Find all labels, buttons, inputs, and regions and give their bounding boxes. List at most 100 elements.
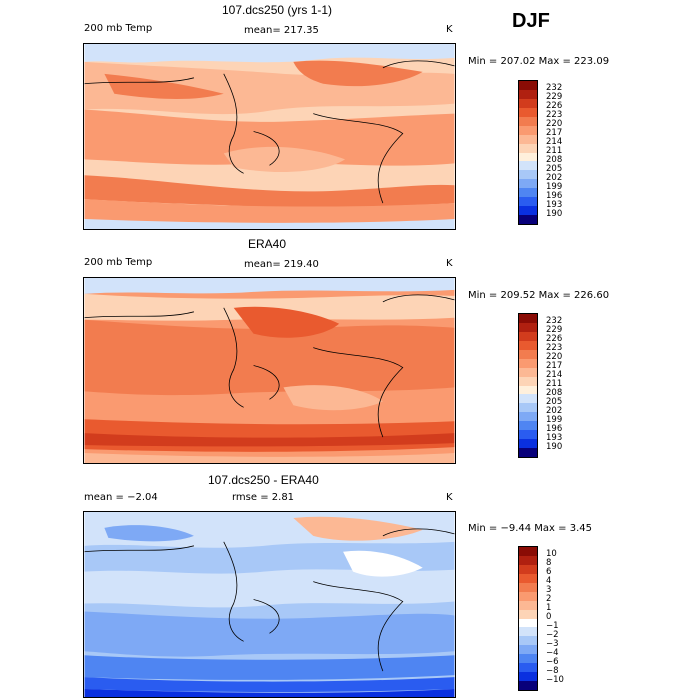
panel-2-tick: 226 (546, 334, 563, 344)
colorbar-segment (519, 206, 537, 216)
colorbar-segment (519, 430, 537, 440)
panel-1-title: 107.dcs250 (yrs 1-1) (222, 3, 333, 17)
colorbar-segment (519, 439, 537, 449)
panel-3-mean: mean = −2.04 (84, 492, 158, 503)
panel-1-tick: 208 (546, 155, 563, 165)
panel-1-colorbar-fill (519, 81, 537, 224)
panel-2-tick: 190 (546, 442, 563, 452)
panel-2-tick: 229 (546, 325, 563, 335)
panel-1-tick: 220 (546, 119, 563, 129)
colorbar-segment (519, 663, 537, 673)
panel-1-tick: 217 (546, 128, 563, 138)
panel-3-title: 107.dcs250 - ERA40 (208, 473, 319, 487)
panel-3-tick: −3 (546, 639, 559, 649)
colorbar-segment (519, 376, 537, 386)
colorbar-segment (519, 107, 537, 117)
colorbar-segment (519, 116, 537, 126)
colorbar-segment (519, 161, 537, 171)
panel-2-tick: 232 (546, 316, 563, 326)
panel-1-tick: 229 (546, 92, 563, 102)
panel-2-tick: 223 (546, 343, 563, 353)
panel-1-tick: 196 (546, 191, 563, 201)
panel-3-tick: 4 (546, 576, 552, 586)
colorbar-segment (519, 89, 537, 99)
panel-2-range: Min = 209.52 Max = 226.60 (468, 290, 610, 301)
panel-2-title: ERA40 (248, 237, 287, 251)
colorbar-segment (519, 197, 537, 207)
panel-3-tick: −10 (546, 675, 564, 685)
colorbar-segment (519, 636, 537, 646)
panel-1-tick: 226 (546, 101, 563, 111)
panel-3-rmse: rmse = 2.81 (232, 492, 295, 503)
colorbar-segment (519, 672, 537, 682)
panel-1-tick: 205 (546, 164, 563, 174)
colorbar-segment (519, 645, 537, 655)
panel-3-tick: −1 (546, 621, 559, 631)
colorbar-segment (519, 98, 537, 108)
panel-2-map (83, 277, 456, 464)
colorbar-segment (519, 573, 537, 583)
colorbar-segment (519, 215, 537, 224)
panel-2-mean: mean= 219.40 (244, 259, 319, 270)
colorbar-segment (519, 448, 537, 457)
colorbar-segment (519, 358, 537, 368)
colorbar-segment (519, 314, 537, 323)
panel-3-unit: K (446, 492, 453, 503)
panel-2-tick: 193 (546, 433, 563, 443)
panel-2-tick: 199 (546, 415, 563, 425)
panel-3-tick: −6 (546, 657, 559, 667)
colorbar-segment (519, 582, 537, 592)
panel-3-tick: 3 (546, 585, 552, 595)
panel-3-colorbar (518, 546, 538, 691)
colorbar-segment (519, 340, 537, 350)
panel-1-tick: 193 (546, 200, 563, 210)
panel-1-tick: 199 (546, 182, 563, 192)
colorbar-segment (519, 125, 537, 135)
season-label: DJF (512, 10, 550, 32)
colorbar-segment (519, 394, 537, 404)
panel-2-tick: 205 (546, 397, 563, 407)
panel-3-map (83, 511, 456, 698)
colorbar-segment (519, 654, 537, 664)
colorbar-segment (519, 591, 537, 601)
colorbar-segment (519, 403, 537, 413)
colorbar-segment (519, 322, 537, 332)
colorbar-segment (519, 627, 537, 637)
panel-1-tick: 232 (546, 83, 563, 93)
panel-1-tick: 211 (546, 146, 563, 156)
colorbar-segment (519, 134, 537, 144)
panel-3-tick: 0 (546, 612, 552, 622)
panel-3-tick: −4 (546, 648, 559, 658)
panel-1-tick: 190 (546, 209, 563, 219)
colorbar-segment (519, 367, 537, 377)
colorbar-segment (519, 421, 537, 431)
colorbar-segment (519, 555, 537, 565)
panel-3-tick: −8 (546, 666, 559, 676)
colorbar-segment (519, 412, 537, 422)
panel-2-colorbar-fill (519, 314, 537, 457)
colorbar-segment (519, 188, 537, 198)
colorbar-segment (519, 143, 537, 153)
colorbar-segment (519, 170, 537, 180)
panel-1-unit: K (446, 24, 453, 35)
panel-2-tick: 217 (546, 361, 563, 371)
panel-1-map-svg (84, 44, 455, 229)
panel-1-tick: 214 (546, 137, 563, 147)
panel-1-mean: mean= 217.35 (244, 25, 319, 36)
panel-2-tick: 220 (546, 352, 563, 362)
panel-2-tick: 208 (546, 388, 563, 398)
colorbar-segment (519, 681, 537, 690)
panel-3-map-svg (84, 512, 455, 697)
panel-1-map (83, 43, 456, 230)
panel-1-range: Min = 207.02 Max = 223.09 (468, 56, 610, 67)
colorbar-segment (519, 81, 537, 90)
panel-1-tick: 223 (546, 110, 563, 120)
colorbar-segment (519, 618, 537, 628)
panel-2-colorbar (518, 313, 538, 458)
colorbar-segment (519, 609, 537, 619)
panel-2-tick: 202 (546, 406, 563, 416)
colorbar-segment (519, 547, 537, 556)
panel-2-field-label: 200 mb Temp (84, 257, 153, 268)
panel-3-tick: 2 (546, 594, 552, 604)
panel-1-tick: 202 (546, 173, 563, 183)
